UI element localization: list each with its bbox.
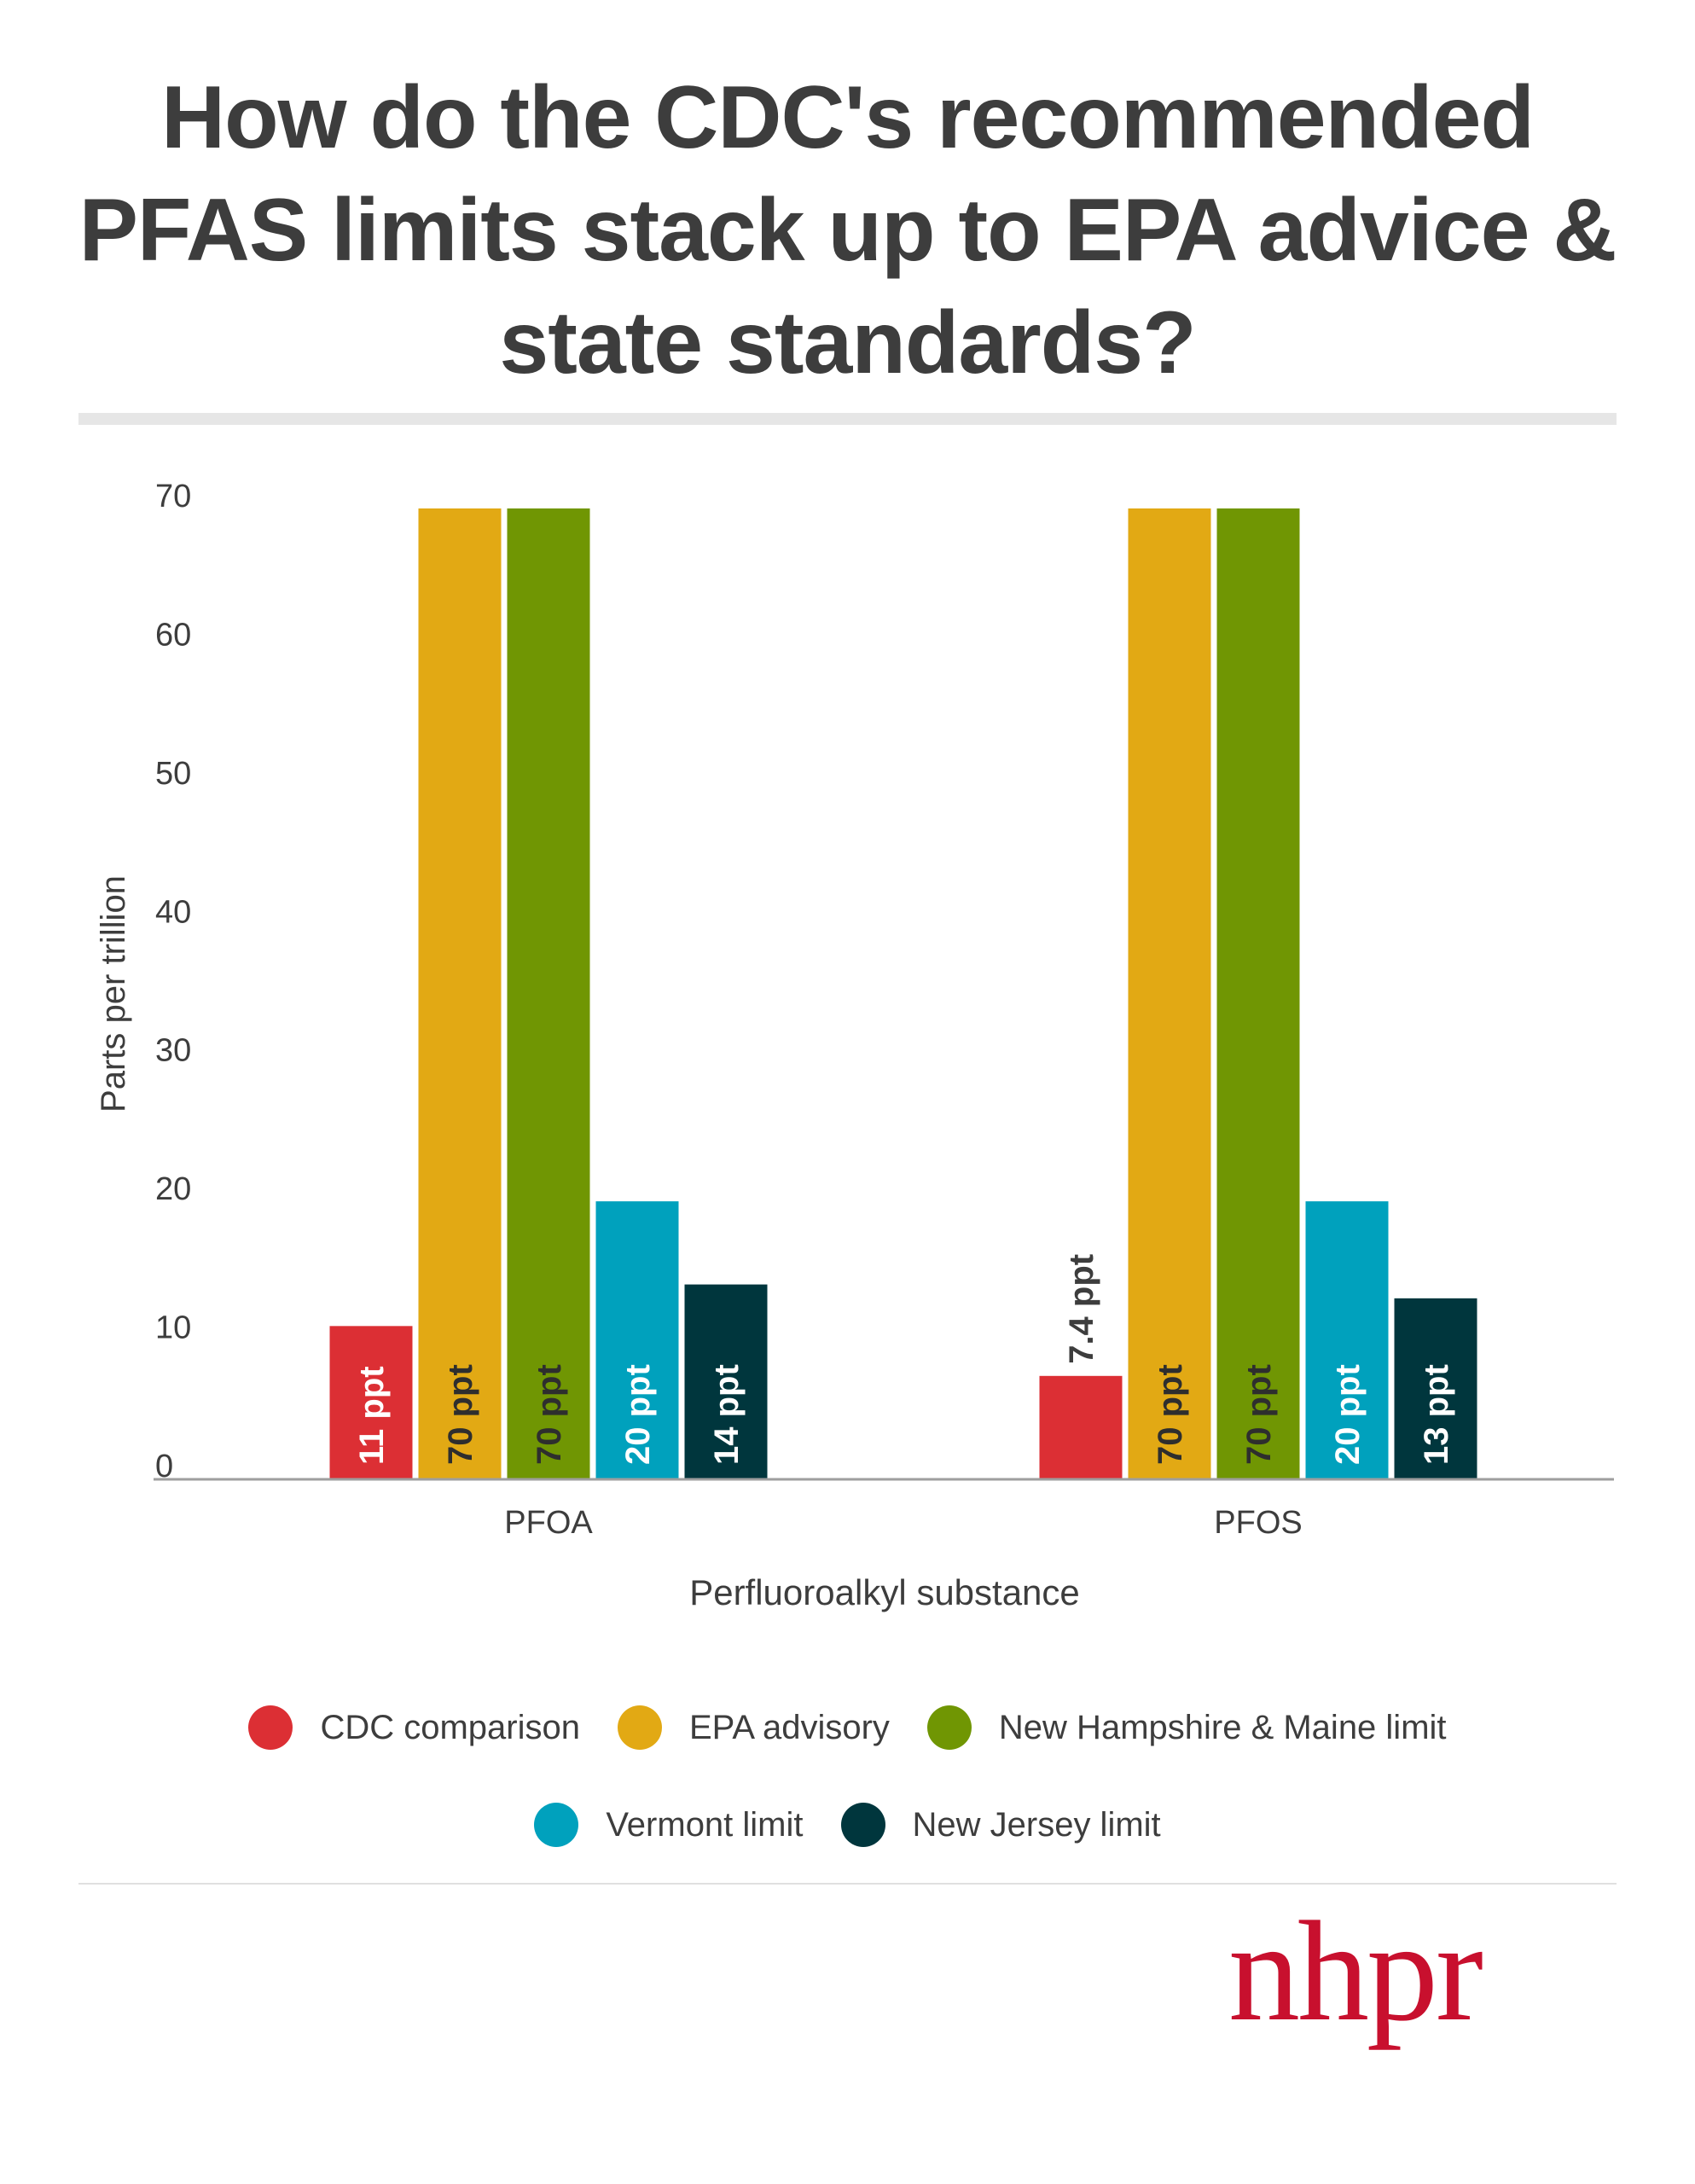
bars-group: 11 ppt 70 ppt 70 ppt 20 ppt 14 ppt 7.4 ppt 70 … (329, 508, 1477, 1478)
bar-value-label: 70 ppt (1240, 1364, 1278, 1465)
legend-item: CDC comparison (248, 1705, 580, 1750)
bar (1394, 1298, 1477, 1478)
legend: CDC comparison EPA advisory New Hampshire … (78, 1679, 1617, 1873)
bar-value-label: 20 ppt (1329, 1364, 1367, 1465)
bar (418, 508, 502, 1478)
legend-item: New Jersey limit (840, 1803, 1161, 1847)
bar-value-label: 13 ppt (1418, 1364, 1455, 1465)
bar-value-label: 11 ppt (353, 1366, 391, 1465)
y-axis-ticks: 0 10 20 30 40 50 60 70 (155, 479, 191, 1484)
y-tick-label: 10 (155, 1310, 191, 1346)
x-axis-category-labels: PFOA PFOS (504, 1505, 1302, 1541)
legend-swatch (534, 1803, 579, 1847)
bar-value-label: 20 ppt (619, 1364, 657, 1465)
y-tick-label: 50 (155, 756, 191, 792)
title-divider (78, 413, 1617, 425)
bar-value-label: 70 ppt (1152, 1364, 1189, 1465)
bar-chart: 0 10 20 30 40 50 60 70 11 ppt 70 ppt 70 ppt 20 ppt… (95, 479, 1614, 1612)
legend-label: Vermont limit (606, 1805, 804, 1844)
bar (329, 1326, 413, 1478)
y-tick-label: 70 (155, 479, 191, 514)
bar (507, 508, 590, 1478)
legend-label: CDC comparison (320, 1708, 580, 1746)
y-axis-title: Parts per trillion (95, 875, 132, 1112)
x-tick-label: PFOA (504, 1505, 593, 1541)
y-tick-label: 60 (155, 617, 191, 653)
legend-label: New Hampshire & Maine limit (998, 1708, 1447, 1746)
bar-value-label: 14 ppt (708, 1364, 746, 1465)
legend-row: Vermont limit New Jersey limit (78, 1776, 1617, 1873)
bar (684, 1284, 768, 1478)
legend-label: EPA advisory (689, 1708, 890, 1746)
bar (595, 1201, 679, 1478)
x-axis-title: Perfluoroalkyl substance (689, 1572, 1080, 1612)
legend-swatch (618, 1705, 662, 1750)
bar (1039, 1375, 1123, 1478)
bar (1128, 508, 1211, 1478)
legend-row: CDC comparison EPA advisory New Hampshire … (78, 1679, 1617, 1776)
bar-value-label: 70 ppt (442, 1364, 479, 1465)
bar-value-label: 70 ppt (531, 1364, 568, 1465)
y-tick-label: 20 (155, 1171, 191, 1207)
x-tick-label: PFOS (1214, 1505, 1302, 1541)
y-tick-label: 40 (155, 894, 191, 930)
chart-title: How do the CDC's recommended PFAS limits… (78, 68, 1617, 392)
bar (1305, 1201, 1389, 1478)
legend-label: New Jersey limit (912, 1805, 1161, 1844)
legend-swatch (248, 1705, 293, 1750)
nhpr-logo: nhpr (1228, 1892, 1483, 2051)
legend-swatch (926, 1705, 972, 1750)
y-tick-label: 0 (155, 1449, 173, 1484)
footer-divider (78, 1883, 1617, 1885)
legend-swatch (840, 1803, 885, 1847)
bar (1216, 508, 1300, 1478)
legend-item: EPA advisory (618, 1705, 890, 1750)
legend-item: Vermont limit (534, 1803, 804, 1847)
bar-value-label: 7.4 ppt (1063, 1254, 1100, 1364)
legend-item: New Hampshire & Maine limit (926, 1705, 1447, 1750)
y-tick-label: 30 (155, 1033, 191, 1069)
